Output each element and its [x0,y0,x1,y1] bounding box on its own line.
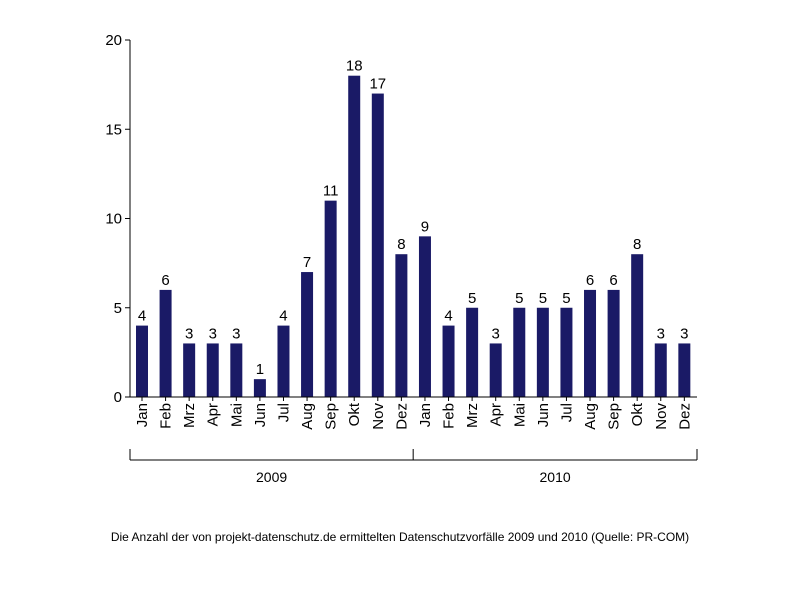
bar-value-label: 3 [232,325,240,342]
bar-value-label: 5 [539,290,547,307]
bar-value-label: 3 [657,325,665,342]
bar-value-label: 3 [680,325,688,342]
bar-value-label: 5 [562,290,570,307]
x-tick-label: Mrz [181,403,198,428]
bar [631,254,644,397]
x-tick-label: Jun [252,403,269,427]
y-tick-label: 5 [114,300,122,317]
x-tick-label: Okt [346,402,363,426]
x-axis: Jan Feb Mrz Apr Mai Jun Jul Aug Sep Okt Nov Dez Jan F… [130,396,697,430]
bar-value-label: 6 [586,272,594,289]
bar [395,254,408,397]
x-tick-label: Apr [205,403,222,426]
y-axis: 0 5 10 15 20 [105,32,131,406]
y-tick-label: 0 [114,389,122,406]
bar [560,307,573,397]
x-tick-label: Jan [134,403,151,427]
bar-value-label: 3 [185,325,193,342]
bar [584,289,597,397]
bar-value-label: 11 [323,183,339,200]
bar-value-label: 7 [303,254,311,271]
x-tick-label: Dez [393,403,410,430]
bar [442,325,455,397]
x-tick-label: Aug [299,403,316,430]
x-tick-label: Nov [370,403,387,430]
bar [159,289,172,397]
x-tick-label: Jul [558,403,575,422]
bar-value-label: 4 [444,308,452,325]
bar-value-label: 5 [468,290,476,307]
bar-value-label: 5 [515,290,523,307]
x-tick-label: Jan [417,403,434,427]
bar-value-label: 3 [209,325,217,342]
y-tick-label: 20 [105,32,122,49]
bar [654,343,667,397]
bar-value-label: 1 [256,361,264,378]
bar-value-label: 6 [161,272,169,289]
bar [418,236,431,397]
x-tick-label: Mrz [464,403,481,428]
bar-value-label: 8 [633,236,641,253]
bar-value-label: 18 [346,58,363,75]
group-label: 2010 [540,469,571,485]
bars [136,75,691,398]
bar-value-label: 4 [138,308,146,325]
y-tick-label: 15 [105,121,122,138]
x-tick-label: Jul [275,403,292,422]
bar [253,379,266,397]
x-tick-label: Feb [441,403,458,429]
x-tick-label: Aug [582,403,599,430]
bar-value-label: 8 [397,236,405,253]
bar [324,200,337,397]
bar [371,93,384,398]
bar [206,343,219,397]
bar-value-label: 4 [279,308,287,325]
year-groups: 2009 2010 [129,449,698,485]
group-label: 2009 [256,469,287,485]
x-tick-label: Nov [653,403,670,430]
x-tick-label: Dez [676,403,693,430]
chart-caption: Die Anzahl der von projekt-datenschutz.d… [110,530,690,544]
bar [183,343,196,397]
bar [536,307,549,397]
bar [348,75,361,397]
bar [136,325,148,397]
x-tick-label: Mai [511,403,528,427]
bar-value-label: 9 [421,218,429,235]
y-tick-label: 10 [105,211,122,228]
x-tick-label: Mai [228,403,245,427]
bar-value-label: 3 [492,325,500,342]
bar [277,325,290,397]
x-tick-label: Okt [629,402,646,426]
x-tick-label: Feb [158,403,175,429]
bar-value-label: 6 [609,272,617,289]
bar [301,272,314,397]
x-tick-label: Jun [535,403,552,427]
x-tick-label: Sep [323,403,340,430]
bar [489,343,502,397]
bar [678,343,691,397]
x-tick-label: Apr [488,403,505,426]
bar-value-label: 17 [369,76,386,93]
bar [230,343,243,397]
bar [513,307,526,397]
x-tick-label: Sep [606,403,623,430]
bar [607,289,620,397]
bar [466,307,479,397]
